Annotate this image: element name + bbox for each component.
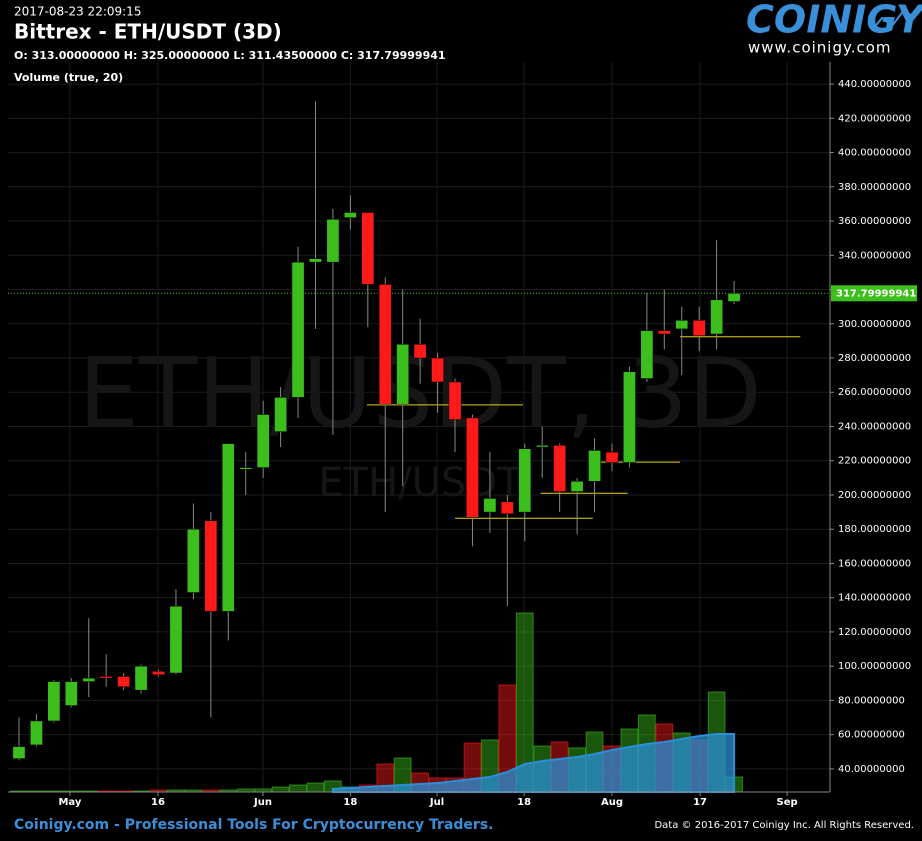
candle-body (535, 445, 549, 448)
x-tick-label: Jun (253, 797, 272, 808)
volume-ma-area (331, 733, 736, 793)
candle-body (64, 681, 78, 706)
footer-left: Coinigy.com - Professional Tools For Cry… (14, 817, 493, 833)
candle-body (483, 498, 497, 513)
candle-body (692, 320, 706, 336)
y-tick-label: 420.00000000 (838, 113, 911, 124)
candle-body (47, 681, 61, 722)
candle-body (657, 330, 671, 335)
candle-body (256, 414, 270, 468)
candle-body (274, 397, 287, 432)
y-tick-label: 400.00000000 (838, 148, 911, 159)
candle-body (12, 746, 26, 759)
timestamp: 2017-08-23 22:09:15 (14, 5, 141, 19)
y-tick-label: 140.00000000 (838, 593, 911, 604)
candle-body (413, 344, 427, 359)
x-tick-label: Sep (777, 797, 798, 808)
candle-body (553, 445, 567, 492)
y-tick-label: 160.00000000 (838, 558, 911, 569)
volume-bar (306, 782, 325, 793)
y-tick-label: 60.00000000 (838, 730, 905, 741)
candle-body (710, 299, 723, 335)
candle-body (623, 371, 636, 463)
y-tick-label: 240.00000000 (838, 421, 911, 432)
candle-body (605, 451, 619, 463)
candle-body (169, 605, 183, 674)
y-tick-label: 120.00000000 (838, 627, 911, 638)
candle-body (99, 676, 113, 679)
candle-body (361, 212, 375, 285)
grid (8, 62, 830, 792)
candle-body (500, 501, 514, 515)
candle-body (378, 284, 392, 405)
candle-body (675, 320, 689, 330)
volume-label: Volume (true, 20) (14, 71, 123, 84)
candle-body (570, 481, 584, 492)
candle-body (448, 381, 462, 420)
x-tick-label: 16 (151, 797, 165, 808)
ohlc-line: O: 313.00000000 H: 325.00000000 L: 311.4… (14, 49, 446, 62)
logo-url: www.coinigy.com (748, 39, 892, 57)
candle-body (326, 219, 340, 263)
x-tick-label: 18 (517, 797, 531, 808)
candle-body (221, 443, 235, 612)
chart-title: Bittrex - ETH/USDT (3D) (14, 20, 282, 44)
candle-body (396, 344, 410, 405)
x-tick-label: 18 (343, 797, 357, 808)
candle-body (30, 720, 43, 746)
plot (8, 101, 830, 793)
candle-body (727, 293, 741, 302)
y-tick-label: 180.00000000 (838, 524, 911, 535)
x-tick-label: Aug (601, 797, 623, 808)
y-tick-label: 280.00000000 (838, 353, 911, 364)
y-tick-label: 220.00000000 (838, 456, 911, 467)
candle-body (640, 330, 654, 379)
x-tick-label: 17 (693, 797, 707, 808)
candle-body (309, 258, 322, 263)
candle-body (518, 448, 532, 513)
logo: COINIGY (746, 0, 922, 42)
volume-bar (271, 786, 290, 793)
y-tick-label: 300.00000000 (838, 319, 911, 330)
x-tick-label: May (58, 797, 81, 808)
candle-body (344, 212, 357, 218)
y-tick-label: 340.00000000 (838, 250, 911, 261)
y-tick-label: 440.00000000 (838, 79, 911, 90)
volume-bar (289, 784, 307, 793)
logo-icon (871, 8, 913, 31)
y-tick-label: 380.00000000 (838, 182, 911, 193)
candle-body (82, 677, 96, 682)
y-tick-label: 40.00000000 (838, 764, 905, 775)
candle-body (204, 520, 218, 612)
y-tick-label: 80.00000000 (838, 695, 905, 706)
candle-body (187, 528, 200, 593)
candle-body (431, 357, 444, 383)
footer-right: Data © 2016-2017 Coinigy Inc. All Rights… (654, 820, 914, 831)
candle-body (117, 676, 130, 687)
candle-body (239, 467, 253, 470)
last-price-box (831, 285, 917, 302)
candle-body (134, 665, 148, 691)
x-tick-label: Jul (429, 797, 444, 808)
y-tick-label: 360.00000000 (838, 216, 911, 227)
candle-body (291, 261, 305, 398)
last-price-label: 317.79999941 (836, 288, 916, 299)
candle-body (588, 450, 601, 482)
y-tick-label: 260.00000000 (838, 387, 911, 398)
candle-body (152, 671, 165, 675)
candle-body (466, 417, 479, 518)
y-tick-label: 200.00000000 (838, 490, 911, 501)
y-tick-label: 100.00000000 (838, 661, 911, 672)
